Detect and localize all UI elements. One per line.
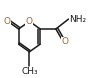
Text: O: O: [4, 17, 11, 26]
Text: O: O: [61, 37, 68, 46]
Text: NH₂: NH₂: [70, 15, 87, 24]
Text: CH₃: CH₃: [21, 67, 38, 76]
Text: O: O: [26, 17, 33, 26]
